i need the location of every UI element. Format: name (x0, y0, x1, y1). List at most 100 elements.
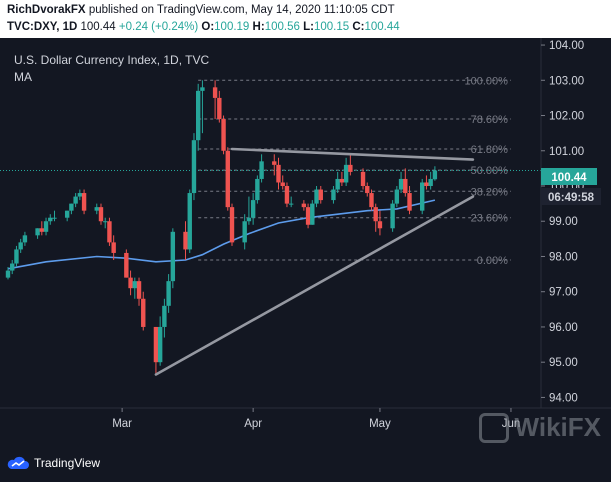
candle-body (318, 189, 323, 201)
trendline[interactable] (154, 195, 475, 376)
fib-level-label: 38.20% (471, 186, 509, 198)
x-tick-label: Apr (244, 418, 262, 430)
y-tick-label: 101.00 (549, 146, 584, 158)
candle-body (73, 196, 78, 204)
candle-body (276, 164, 281, 183)
y-tick-label: 96.00 (549, 322, 578, 334)
candle-body (22, 235, 28, 243)
candle-body (432, 170, 438, 180)
fib-level-label: 23.60% (471, 213, 509, 225)
tradingview-cloud-icon (7, 456, 29, 469)
price-axis[interactable]: 104.00103.00102.00101.00100.0099.0098.00… (540, 38, 584, 408)
x-tick-label: May (369, 418, 391, 430)
candle-body (141, 298, 146, 327)
candles-layer (5, 80, 438, 375)
candle-body (335, 178, 340, 190)
high-label: H: (252, 21, 265, 33)
candle-body (377, 221, 383, 229)
candle-body (94, 207, 99, 211)
candle-body (310, 203, 315, 225)
watermark-text: WikiFX (514, 412, 601, 442)
candle-body (403, 178, 408, 194)
y-tick-label: 94.00 (549, 392, 578, 404)
published-text: published on TradingView.com, May 14, 20… (88, 4, 395, 16)
chart-title: U.S. Dollar Currency Index, 1D, TVC (14, 53, 210, 67)
candle-body (255, 178, 260, 201)
chart-header: RichDvorakFX published on TradingView.co… (0, 0, 611, 38)
candle-body (128, 277, 133, 289)
candle-body (369, 193, 374, 208)
close-value: 100.44 (364, 21, 400, 33)
candle-body (348, 164, 353, 172)
candle-body (183, 231, 188, 250)
candle-body (225, 150, 230, 208)
price-change: +0.24 (+0.24%) (118, 21, 199, 33)
candle-body (259, 161, 264, 179)
time-axis[interactable]: Mar Apr May Jun (0, 407, 611, 430)
candle-body (10, 263, 15, 271)
countdown-value: 06:49:58 (548, 192, 595, 204)
candle-body (390, 203, 395, 229)
open-label: O: (201, 21, 215, 33)
candle-body (398, 178, 404, 190)
candle-body (212, 87, 218, 98)
candle-body (64, 210, 70, 218)
y-tick-label: 99.00 (549, 216, 578, 228)
candle-body (18, 242, 23, 250)
fib-level-label: 100.00% (465, 75, 509, 87)
candle-body (343, 164, 349, 183)
price-tag-bg (541, 168, 597, 185)
candle-body (39, 228, 45, 232)
fib-level-label: 61.80% (471, 144, 509, 156)
wikifx-watermark: WikiFX (478, 412, 601, 443)
candle-body (424, 182, 429, 186)
tradingview-logo[interactable]: TradingView (6, 455, 100, 471)
candle-body (157, 326, 163, 363)
candle-body (136, 281, 142, 299)
trendlines-layer[interactable] (154, 147, 475, 376)
candle-body (360, 171, 366, 186)
candle-body (217, 97, 222, 120)
candle-body (170, 231, 176, 282)
wikifx-logo-icon (478, 412, 509, 443)
candle-body (69, 203, 74, 211)
price-chart[interactable]: 100.00% 78.60% 61.80% 50.00% 38.20% 23.60% 0.0… (0, 38, 611, 444)
y-tick-label: 103.00 (549, 75, 584, 87)
close-label: C: (352, 21, 365, 33)
candle-body (272, 161, 277, 165)
candle-body (246, 217, 252, 222)
y-tick-label: 102.00 (549, 111, 584, 123)
candle-body (200, 87, 205, 91)
ohlc-line: TVC:DXY, 1D 100.44 +0.24 (+0.24%) O:100.… (7, 21, 400, 33)
brand-name: TradingView (34, 456, 101, 470)
candle-body (5, 270, 11, 278)
candle-body (124, 252, 129, 278)
candle-body (331, 189, 336, 201)
candle-body (132, 281, 137, 289)
candle-body (153, 326, 159, 363)
candle-body (195, 90, 201, 141)
countdown-bg (541, 188, 601, 205)
candle-body (250, 200, 256, 218)
candle-body (407, 193, 412, 211)
candle-body (229, 207, 235, 243)
fib-level-label: 50.00% (471, 165, 509, 177)
candle-body (280, 182, 285, 186)
candle-body (107, 221, 112, 243)
candle-body (221, 119, 226, 151)
low-label: L: (303, 21, 314, 33)
fibonacci-retracement[interactable]: 100.00% 78.60% 61.80% 50.00% 38.20% 23.60% 0.0… (0, 75, 541, 267)
candle-body (373, 207, 378, 222)
y-tick-label: 104.00 (549, 40, 584, 52)
y-tick-label: 95.00 (549, 357, 578, 369)
trendline[interactable] (230, 147, 475, 161)
moving-average-layer (7, 199, 436, 270)
author-name[interactable]: RichDvorakFX (7, 4, 86, 16)
candle-body (52, 217, 57, 219)
fib-level-label: 0.00% (477, 255, 508, 267)
candle-body (98, 207, 104, 222)
price-tag-value: 100.44 (551, 172, 587, 184)
candle-body (77, 193, 83, 197)
fib-level-label: 78.60% (471, 114, 509, 126)
indicator-label[interactable]: MA (14, 70, 32, 84)
